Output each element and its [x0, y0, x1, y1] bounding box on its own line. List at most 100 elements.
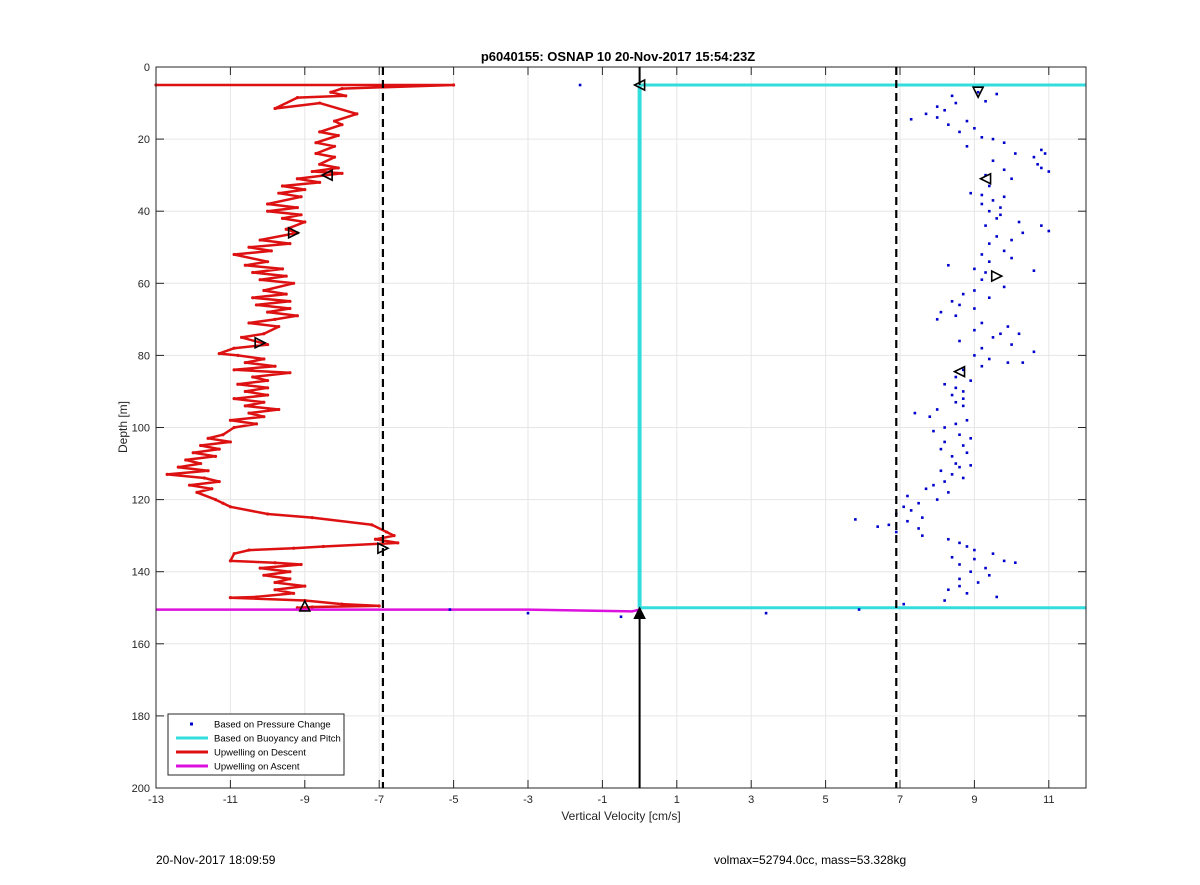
descent-point: [232, 346, 236, 350]
pressure-change-point: [894, 530, 898, 534]
descent-point: [332, 144, 337, 148]
y-axis-label: Depth [m]: [116, 401, 130, 453]
descent-point: [232, 252, 236, 257]
pressure-change-point: [969, 570, 972, 573]
descent-point: [377, 604, 381, 608]
descent-point: [370, 523, 374, 527]
pressure-change-point: [991, 159, 995, 163]
pressure-change-point: [909, 509, 913, 512]
descent-point: [284, 274, 288, 278]
legend-label: Upwelling on Ascent: [214, 762, 300, 773]
direction-marker: [298, 599, 312, 612]
descent-point: [243, 361, 247, 365]
pressure-change-point: [924, 112, 928, 116]
pressure-change-point: [984, 224, 987, 227]
descent-point: [232, 397, 236, 401]
pressure-change-point: [619, 615, 623, 619]
descent-point: [318, 130, 322, 134]
descent-point: [292, 546, 296, 550]
direction-markers: [254, 78, 1004, 619]
descent-point: [266, 310, 270, 314]
descent-point: [228, 505, 232, 509]
descent-point: [262, 415, 266, 419]
descent-point: [247, 411, 251, 415]
pressure-change-point: [1002, 285, 1006, 289]
descent-point: [299, 562, 303, 567]
pressure-change-point: [961, 476, 965, 480]
descent-point: [318, 180, 322, 184]
descent-point: [277, 324, 281, 329]
descent-point: [258, 566, 262, 570]
descent-point: [273, 580, 277, 585]
pressure-change-point: [958, 339, 961, 343]
descent-point: [266, 512, 270, 516]
legend-label: Based on Buoyancy and Pitch: [214, 734, 341, 745]
pressure-change-point: [947, 263, 950, 267]
pressure-change-point: [999, 213, 1002, 217]
pressure-change-point: [935, 408, 939, 411]
y-tick-label: 80: [138, 350, 150, 362]
descent-point: [336, 133, 340, 138]
descent-point: [332, 119, 337, 123]
pressure-change-point: [943, 108, 946, 112]
pressure-change-point: [1010, 343, 1013, 346]
pressure-change-point: [973, 126, 976, 130]
descent-point: [288, 306, 292, 311]
ascent-line: [156, 608, 640, 613]
pressure-change-point: [887, 523, 891, 527]
pressure-change-point: [939, 469, 943, 473]
pressure-change-point: [980, 321, 984, 325]
descent-point: [336, 166, 340, 170]
pressure-change-point: [965, 592, 969, 595]
pressure-change-point: [947, 588, 950, 592]
pressure-change-point: [987, 184, 991, 188]
descent-point: [292, 281, 296, 285]
descent-point: [195, 490, 199, 494]
x-tick-label: 7: [897, 794, 903, 806]
direction-marker: [254, 336, 267, 350]
pressure-change-point: [987, 296, 991, 300]
descent-point: [318, 101, 322, 105]
pressure-change-point: [987, 242, 991, 245]
pressure-change-point: [958, 130, 961, 134]
descent-point: [284, 292, 288, 296]
descent-point: [288, 299, 292, 303]
y-tick-label: 0: [144, 62, 150, 74]
descent-point: [228, 559, 232, 563]
descent-point: [303, 584, 307, 588]
grid: [155, 66, 1086, 789]
descent-point: [452, 83, 456, 87]
descent-point: [310, 605, 314, 609]
y-tick-label: 40: [138, 206, 150, 218]
pressure-change-point: [1017, 220, 1021, 224]
pressure-change-point: [991, 199, 995, 202]
descent-point: [199, 443, 203, 448]
direction-marker: [287, 226, 301, 240]
descent-point: [288, 371, 292, 375]
descent-point: [269, 249, 273, 253]
descent-point: [310, 169, 314, 174]
footer-timestamp: 20-Nov-2017 18:09:59: [156, 853, 276, 867]
pressure-change-point: [980, 364, 984, 368]
pressure-change-point: [954, 314, 958, 318]
pressure-change-point: [578, 83, 582, 87]
descent-point: [228, 440, 232, 444]
descent-point: [292, 591, 296, 595]
descent-point: [329, 90, 333, 94]
pressure-change-point: [935, 318, 939, 321]
pressure-change-point: [906, 519, 909, 523]
legend-label: Upwelling on Descent: [214, 748, 306, 759]
x-tick-label: -7: [374, 794, 384, 806]
pressure-change-point: [987, 357, 991, 361]
pressure-change-point: [980, 346, 984, 350]
descent-point: [262, 573, 266, 577]
pressure-change-point: [987, 260, 991, 263]
pressure-change-point: [973, 548, 976, 552]
descent-point: [228, 596, 232, 600]
descent-point: [176, 465, 180, 469]
pressure-change-point: [984, 173, 987, 177]
pressure-change-point: [954, 375, 958, 379]
pressure-change-point: [954, 422, 958, 426]
direction-marker: [633, 606, 646, 619]
